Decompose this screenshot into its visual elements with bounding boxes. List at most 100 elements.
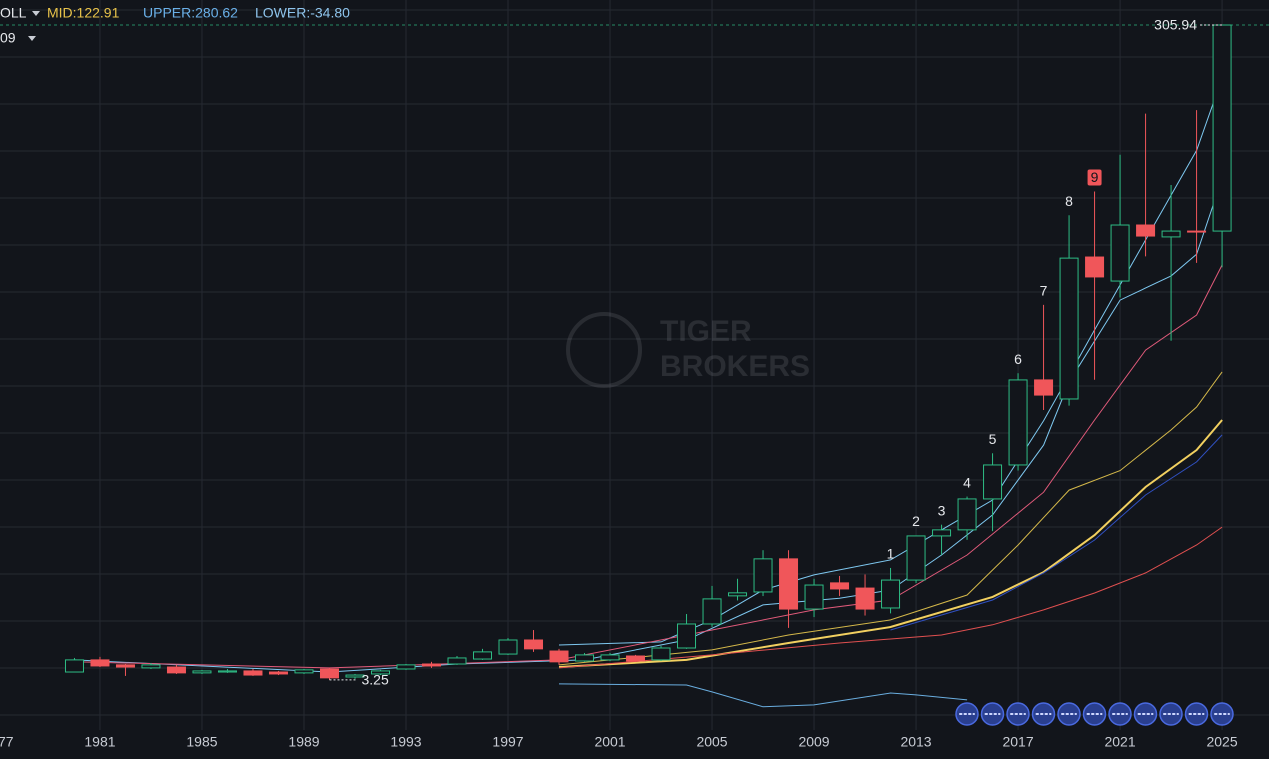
candle <box>524 630 544 652</box>
candle-body <box>651 647 671 661</box>
candle <box>115 664 135 676</box>
x-tick-label: 2017 <box>1002 734 1033 750</box>
indicator-line <box>74 264 1223 669</box>
low-label: 3.25 <box>361 672 388 688</box>
x-tick-label: 1997 <box>492 734 523 750</box>
count-label: 2 <box>912 513 920 529</box>
candle-body <box>728 592 748 597</box>
candle-body <box>779 558 799 610</box>
candle-body <box>268 671 288 675</box>
candle-body <box>804 584 824 610</box>
watermark-logo <box>566 312 642 388</box>
candle <box>1085 191 1105 380</box>
candle <box>294 668 314 674</box>
candle-body <box>1008 379 1028 466</box>
candle <box>1110 154 1130 298</box>
candle <box>753 550 773 597</box>
x-tick-label: 2025 <box>1206 734 1237 750</box>
candle <box>575 652 595 662</box>
indicator-name[interactable]: OLL <box>0 5 27 21</box>
candle-body <box>1034 379 1054 396</box>
candle <box>1008 373 1028 471</box>
indicator-line <box>558 371 1223 666</box>
candle-body <box>447 657 467 665</box>
x-tick-label: 2021 <box>1104 734 1135 750</box>
candle <box>1136 113 1156 257</box>
candle <box>166 664 186 674</box>
candle <box>1034 304 1054 411</box>
candle-body <box>294 669 314 674</box>
x-tick-label: 2005 <box>696 734 727 750</box>
count-label: 6 <box>1014 351 1022 367</box>
candle-body <box>575 654 595 662</box>
candle-body <box>549 650 569 663</box>
candle <box>881 567 901 614</box>
candle-body <box>115 664 135 668</box>
candle-body <box>881 579 901 609</box>
candle-body <box>345 674 365 678</box>
x-tick-label: 1993 <box>390 734 421 750</box>
candle-body <box>932 529 952 537</box>
indicator-line <box>558 526 1223 669</box>
count-label: 1 <box>887 546 895 562</box>
candle-body <box>906 535 926 581</box>
candle <box>983 453 1003 532</box>
candle-body <box>1059 257 1079 400</box>
candle <box>830 575 850 597</box>
x-tick-label: 1989 <box>288 734 319 750</box>
candle-body <box>702 598 722 625</box>
count-label: 5 <box>989 431 997 447</box>
indicator-line <box>558 683 968 708</box>
watermark-text: BROKERS <box>660 350 810 383</box>
candle <box>422 661 442 668</box>
candle-body <box>677 623 697 649</box>
candle <box>932 524 952 555</box>
candle <box>1059 215 1079 406</box>
watermark: TIGER BROKERS <box>566 312 810 388</box>
candle <box>319 667 339 680</box>
candle-body <box>524 639 544 650</box>
candle <box>957 496 977 540</box>
candle <box>549 648 569 665</box>
candle <box>1212 24 1232 268</box>
high-label: 305.94 <box>1154 17 1197 33</box>
candle <box>1161 184 1181 341</box>
count-label: 7 <box>1040 283 1048 299</box>
candle <box>728 578 748 601</box>
candle-body <box>600 654 620 661</box>
candle <box>192 670 212 674</box>
count-label: 3 <box>938 502 946 518</box>
candle <box>447 656 467 665</box>
sub-indicator[interactable]: 09 <box>0 30 16 46</box>
candle-body <box>90 659 110 667</box>
grid <box>0 0 1269 730</box>
candle-body <box>64 659 84 673</box>
candle-body <box>855 587 875 610</box>
indicator-line <box>890 434 1223 631</box>
candle <box>600 652 620 661</box>
candle-body <box>1136 224 1156 237</box>
candle <box>396 664 416 670</box>
candle-body <box>217 670 237 673</box>
plot: 305.94 3.25 1 2 3 4 5 6 7 8 9 <box>0 17 1269 708</box>
candle-body <box>141 664 161 669</box>
x-tick-label: 2009 <box>798 734 829 750</box>
candle-body <box>422 663 442 667</box>
candle-body <box>243 670 263 676</box>
count-badge <box>1087 169 1102 186</box>
candle <box>473 648 493 660</box>
dropdown-caret[interactable] <box>28 36 36 41</box>
candle <box>855 574 875 616</box>
candle <box>498 638 518 655</box>
candle-body <box>983 464 1003 500</box>
candle <box>217 668 237 673</box>
candle <box>268 670 288 676</box>
dropdown-caret[interactable] <box>32 11 40 16</box>
x-tick-label: 1977 <box>0 734 14 750</box>
candle-body <box>396 664 416 670</box>
candle <box>345 673 365 679</box>
candle-body <box>1110 224 1130 282</box>
candle-body <box>192 670 212 674</box>
